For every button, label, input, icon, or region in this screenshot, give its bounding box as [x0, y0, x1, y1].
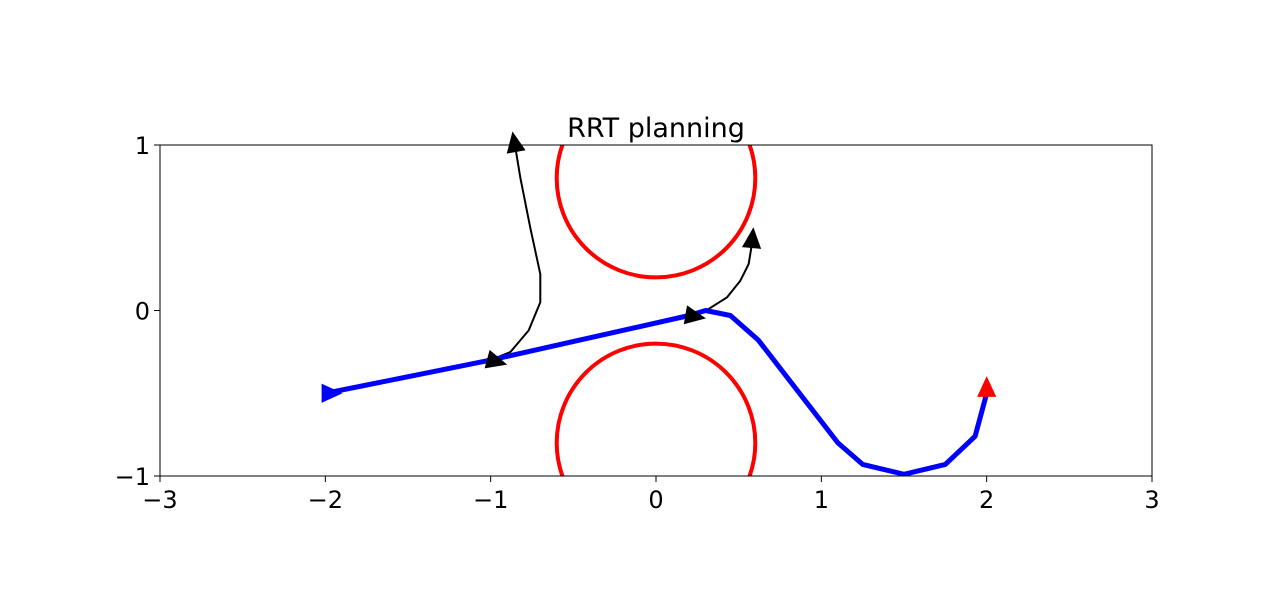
obstacle-circle-1 [554, 145, 758, 280]
tree-edge-1 [489, 147, 542, 362]
x-tick-label: −3 [142, 486, 177, 514]
plot-area [322, 145, 990, 476]
obstacle-circle-2 [554, 341, 758, 476]
chart-title: RRT planning [567, 113, 745, 144]
y-tick-label: 1 [135, 132, 150, 160]
y-tick-label: 0 [135, 298, 150, 326]
marker-layer [321, 131, 997, 403]
x-tick-label: 3 [1144, 486, 1159, 514]
planned-path [322, 308, 990, 476]
tree-node-marker-3 [683, 305, 706, 325]
y-tick-label: −1 [115, 463, 150, 491]
x-tick-label: −1 [473, 486, 508, 514]
x-tick-label: −2 [308, 486, 343, 514]
tick-layer: −3 −2 −1 0 1 2 3 −1 0 1 [115, 132, 1160, 514]
tree-node-marker-1 [484, 349, 508, 369]
x-tick-label: 0 [648, 486, 663, 514]
tree-node-marker-4 [741, 227, 762, 249]
start-marker [321, 383, 343, 403]
tree-node-marker-2 [506, 131, 526, 154]
x-tick-label: 2 [979, 486, 994, 514]
goal-marker [977, 376, 997, 397]
x-tick-label: 1 [814, 486, 829, 514]
